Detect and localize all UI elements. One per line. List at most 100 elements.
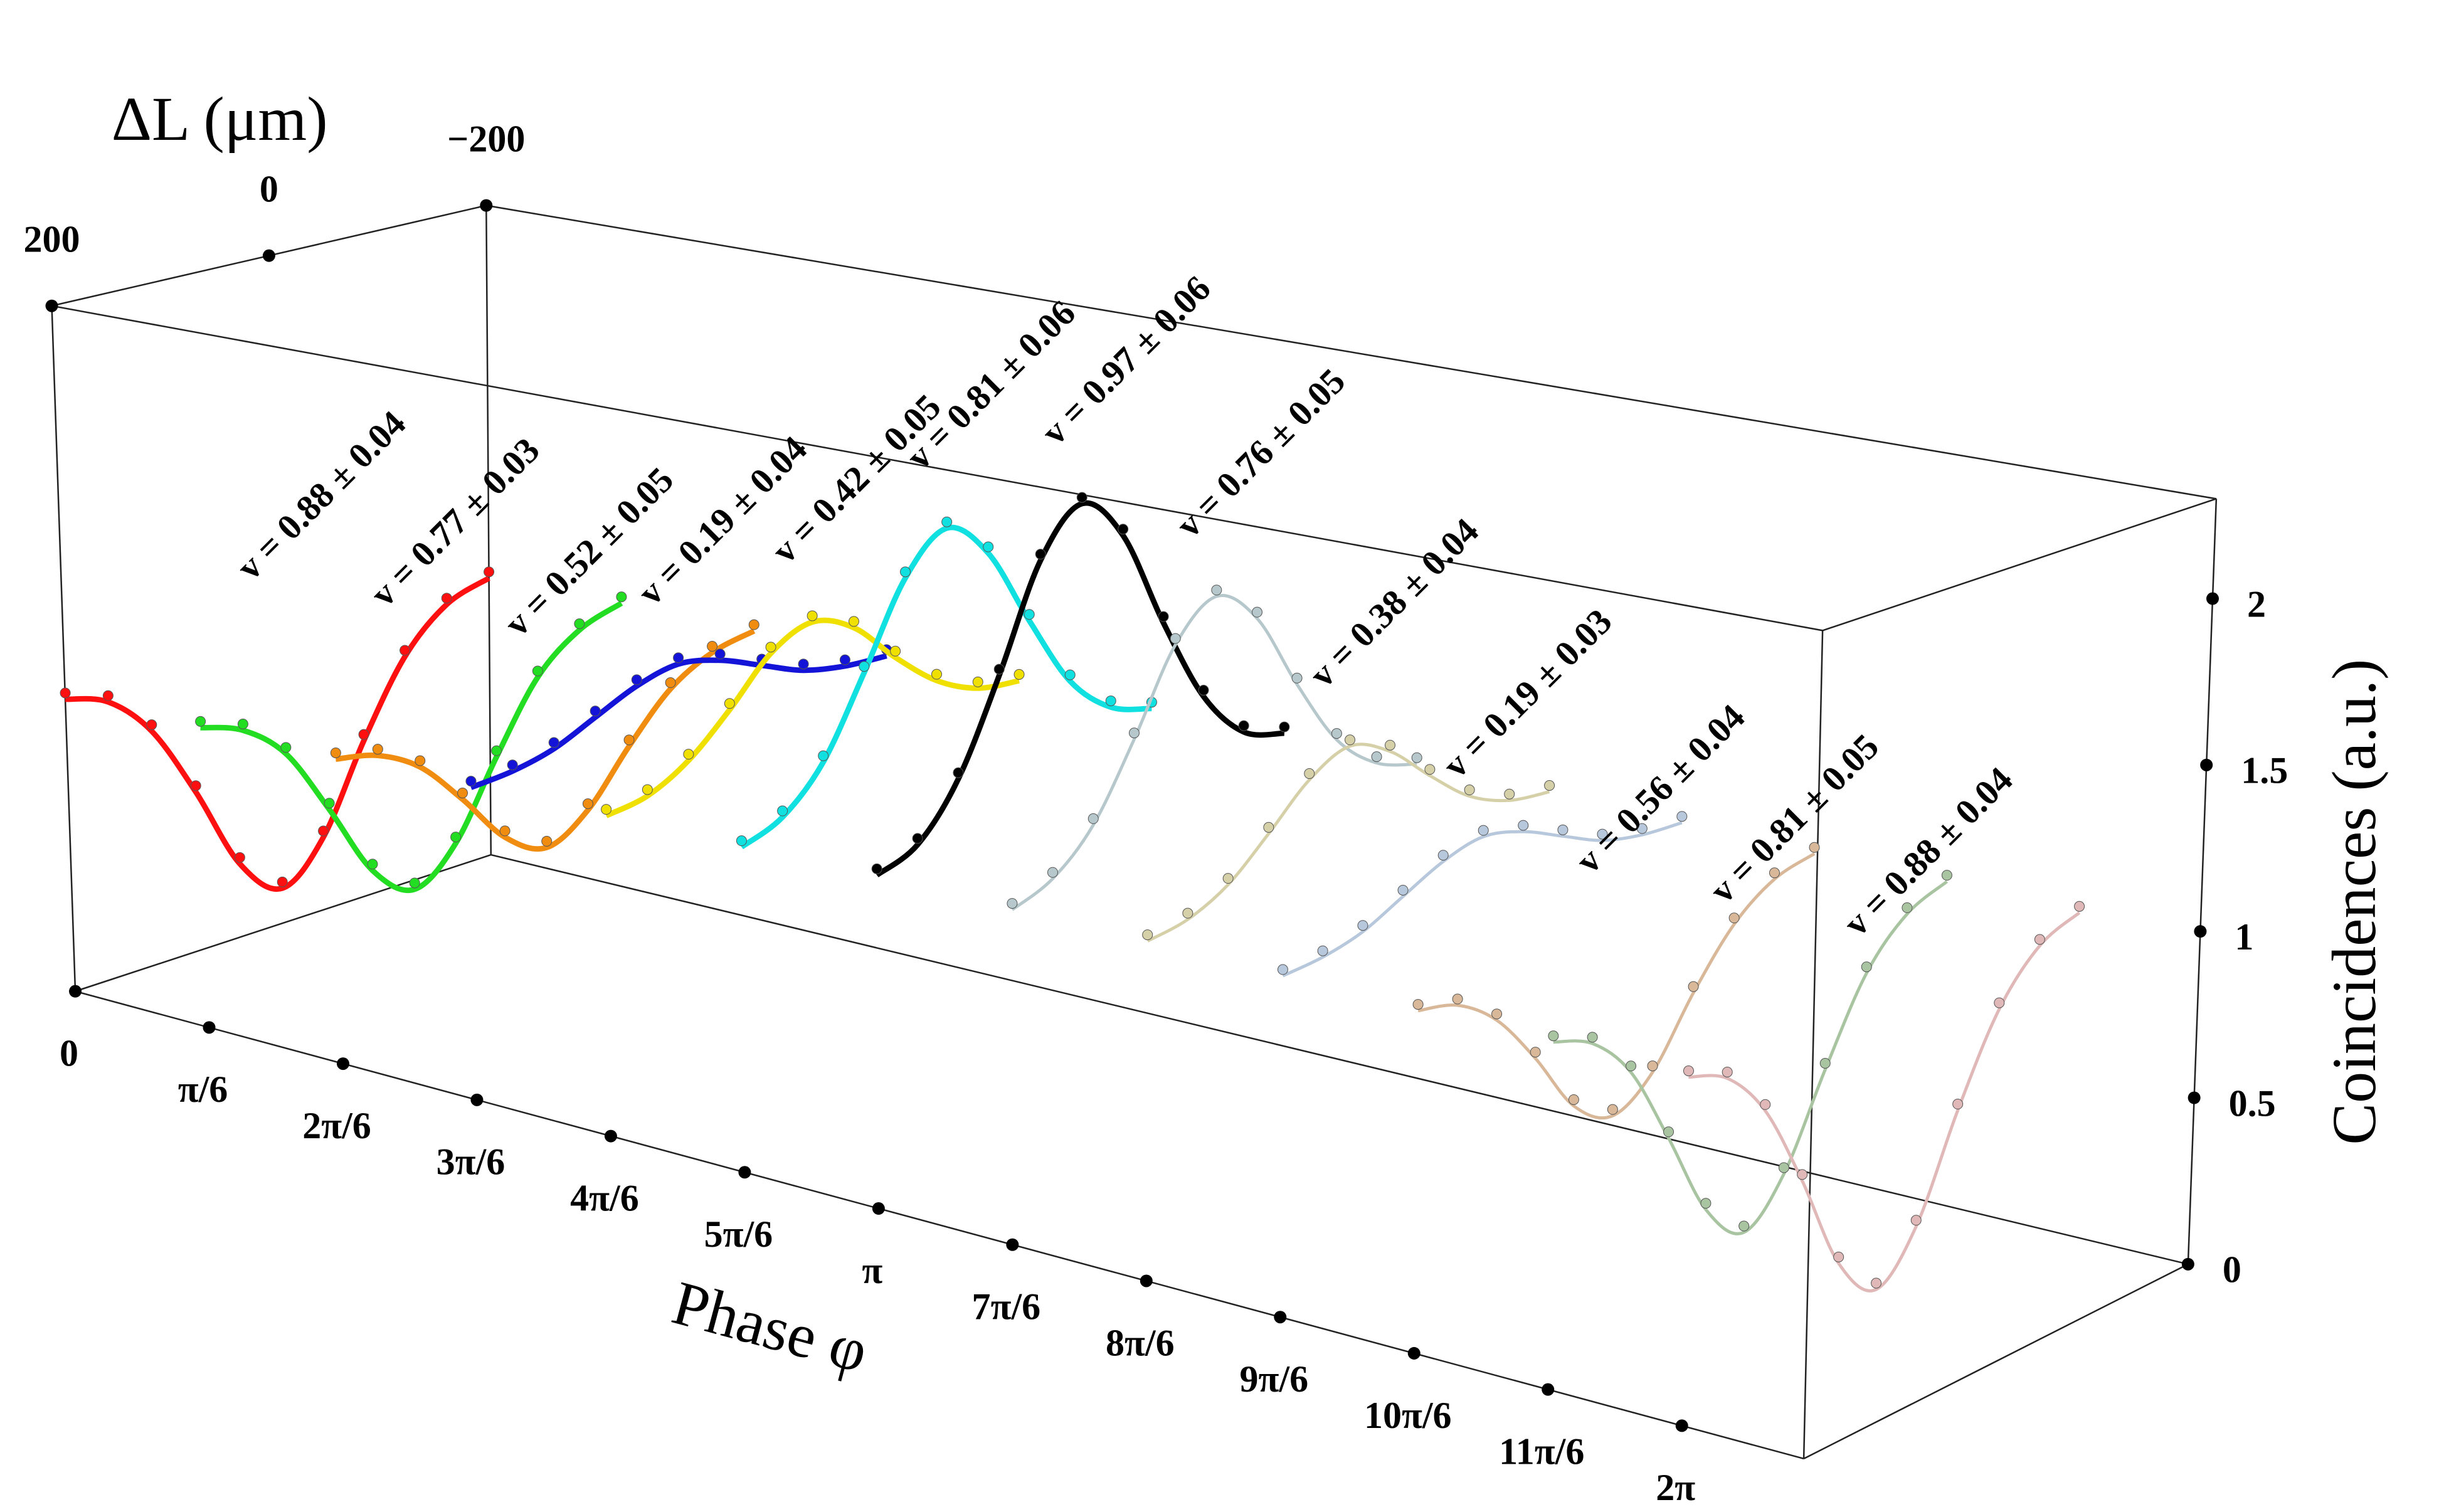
y-tick-mark [2181,1257,2194,1271]
box-edge [51,305,1823,632]
data-point [1024,609,1035,620]
data-point [541,835,553,847]
data-point [1597,828,1608,840]
data-point [642,784,653,795]
x-axis-title: Phase φ [665,1267,875,1386]
data-point [1941,870,1952,881]
data-point [1902,902,1913,913]
x-tick-mark [69,985,82,998]
data-point [983,541,994,552]
data-point [1424,764,1436,775]
x-tick-label: 4π/6 [570,1177,639,1219]
data-point [2034,934,2045,945]
y-axis-title: Coincidences (a.u.) [2319,659,2389,1145]
visibility-label: v = 0.56 ± 0.04 [1569,697,1752,881]
z-tick-label: 0 [260,168,278,209]
data-point [623,734,635,746]
data-point [1663,1126,1674,1138]
data-point [1371,751,1382,763]
y-tick-label: 0 [2223,1249,2241,1291]
fit-curve [335,628,756,852]
data-point [280,742,292,753]
data-point [631,674,642,685]
data-point [499,825,511,837]
y-tick-label: 1.5 [2241,750,2288,791]
visibility-label: v = 0.52 ± 0.05 [497,460,681,643]
data-point [871,863,882,874]
x-tick-mark [1274,1311,1287,1324]
data-point [1626,1060,1637,1072]
x-tick-label: 8π/6 [1106,1322,1175,1363]
x-tick-mark [1006,1238,1019,1251]
fit-curve [1417,852,1816,1120]
visibility-label: v = 0.97 ± 0.06 [1034,268,1218,452]
data-point [1222,873,1234,884]
data-point [1007,898,1018,909]
data-point [972,676,983,687]
data-point [748,619,759,630]
x-tick-mark [470,1093,484,1106]
data-point [146,719,157,731]
data-point [1331,728,1342,739]
data-point [1478,825,1489,836]
data-point [818,750,829,761]
data-point [1411,752,1422,763]
fit-curve [739,524,1152,850]
data-point [1412,999,1424,1010]
data-point [1263,822,1274,833]
data-point [1170,633,1181,644]
visibility-label: v = 0.81 ± 0.05 [1703,727,1886,911]
fit-curve [875,500,1285,878]
data-point [441,593,452,604]
data-point [1722,1066,1733,1077]
data-point [1047,867,1059,878]
data-point [1064,669,1076,680]
data-point [1636,823,1648,834]
data-point [1587,1032,1598,1043]
data-point [590,706,601,717]
x-tick-mark [336,1057,349,1071]
x-tick-label: 0 [60,1032,78,1074]
data-point [1198,685,1209,696]
data-point [1182,907,1193,919]
data-point [399,645,411,656]
data-point [777,805,788,817]
z-tick-mark [480,199,493,212]
data-point [1317,945,1328,956]
x-tick-mark [738,1166,751,1179]
box-edge [1822,498,2217,632]
data-point [859,661,870,672]
data-point [839,654,850,665]
fit-curve [65,576,490,892]
data-point [848,616,859,627]
data-point [1118,524,1129,535]
box-edge [51,305,77,991]
box-edge [485,205,492,855]
data-point [409,877,420,889]
data-point [1861,961,1872,973]
visibility-label: v = 0.88 ± 0.04 [230,404,413,588]
data-point [324,798,335,809]
data-point [484,566,495,578]
data-point [1778,1162,1789,1173]
data-point [277,876,288,887]
data-point [1345,734,1356,746]
data-point [1013,669,1025,680]
data-point [457,788,468,799]
data-point [1700,1198,1712,1209]
data-point [1548,1030,1559,1042]
x-tick-label: 5π/6 [704,1213,773,1255]
data-point [665,677,676,689]
data-point [450,832,462,843]
box-edge [1803,1263,2189,1460]
x-tick-mark [604,1129,617,1143]
box-edge [1802,630,1824,1459]
x-tick-label: 3π/6 [436,1141,505,1183]
x-tick-label: π/6 [178,1069,228,1110]
data-point [415,755,426,766]
data-point [1952,1099,1964,1110]
data-point [2074,901,2085,912]
x-tick-mark [872,1202,885,1215]
fit-curve [1146,743,1550,943]
